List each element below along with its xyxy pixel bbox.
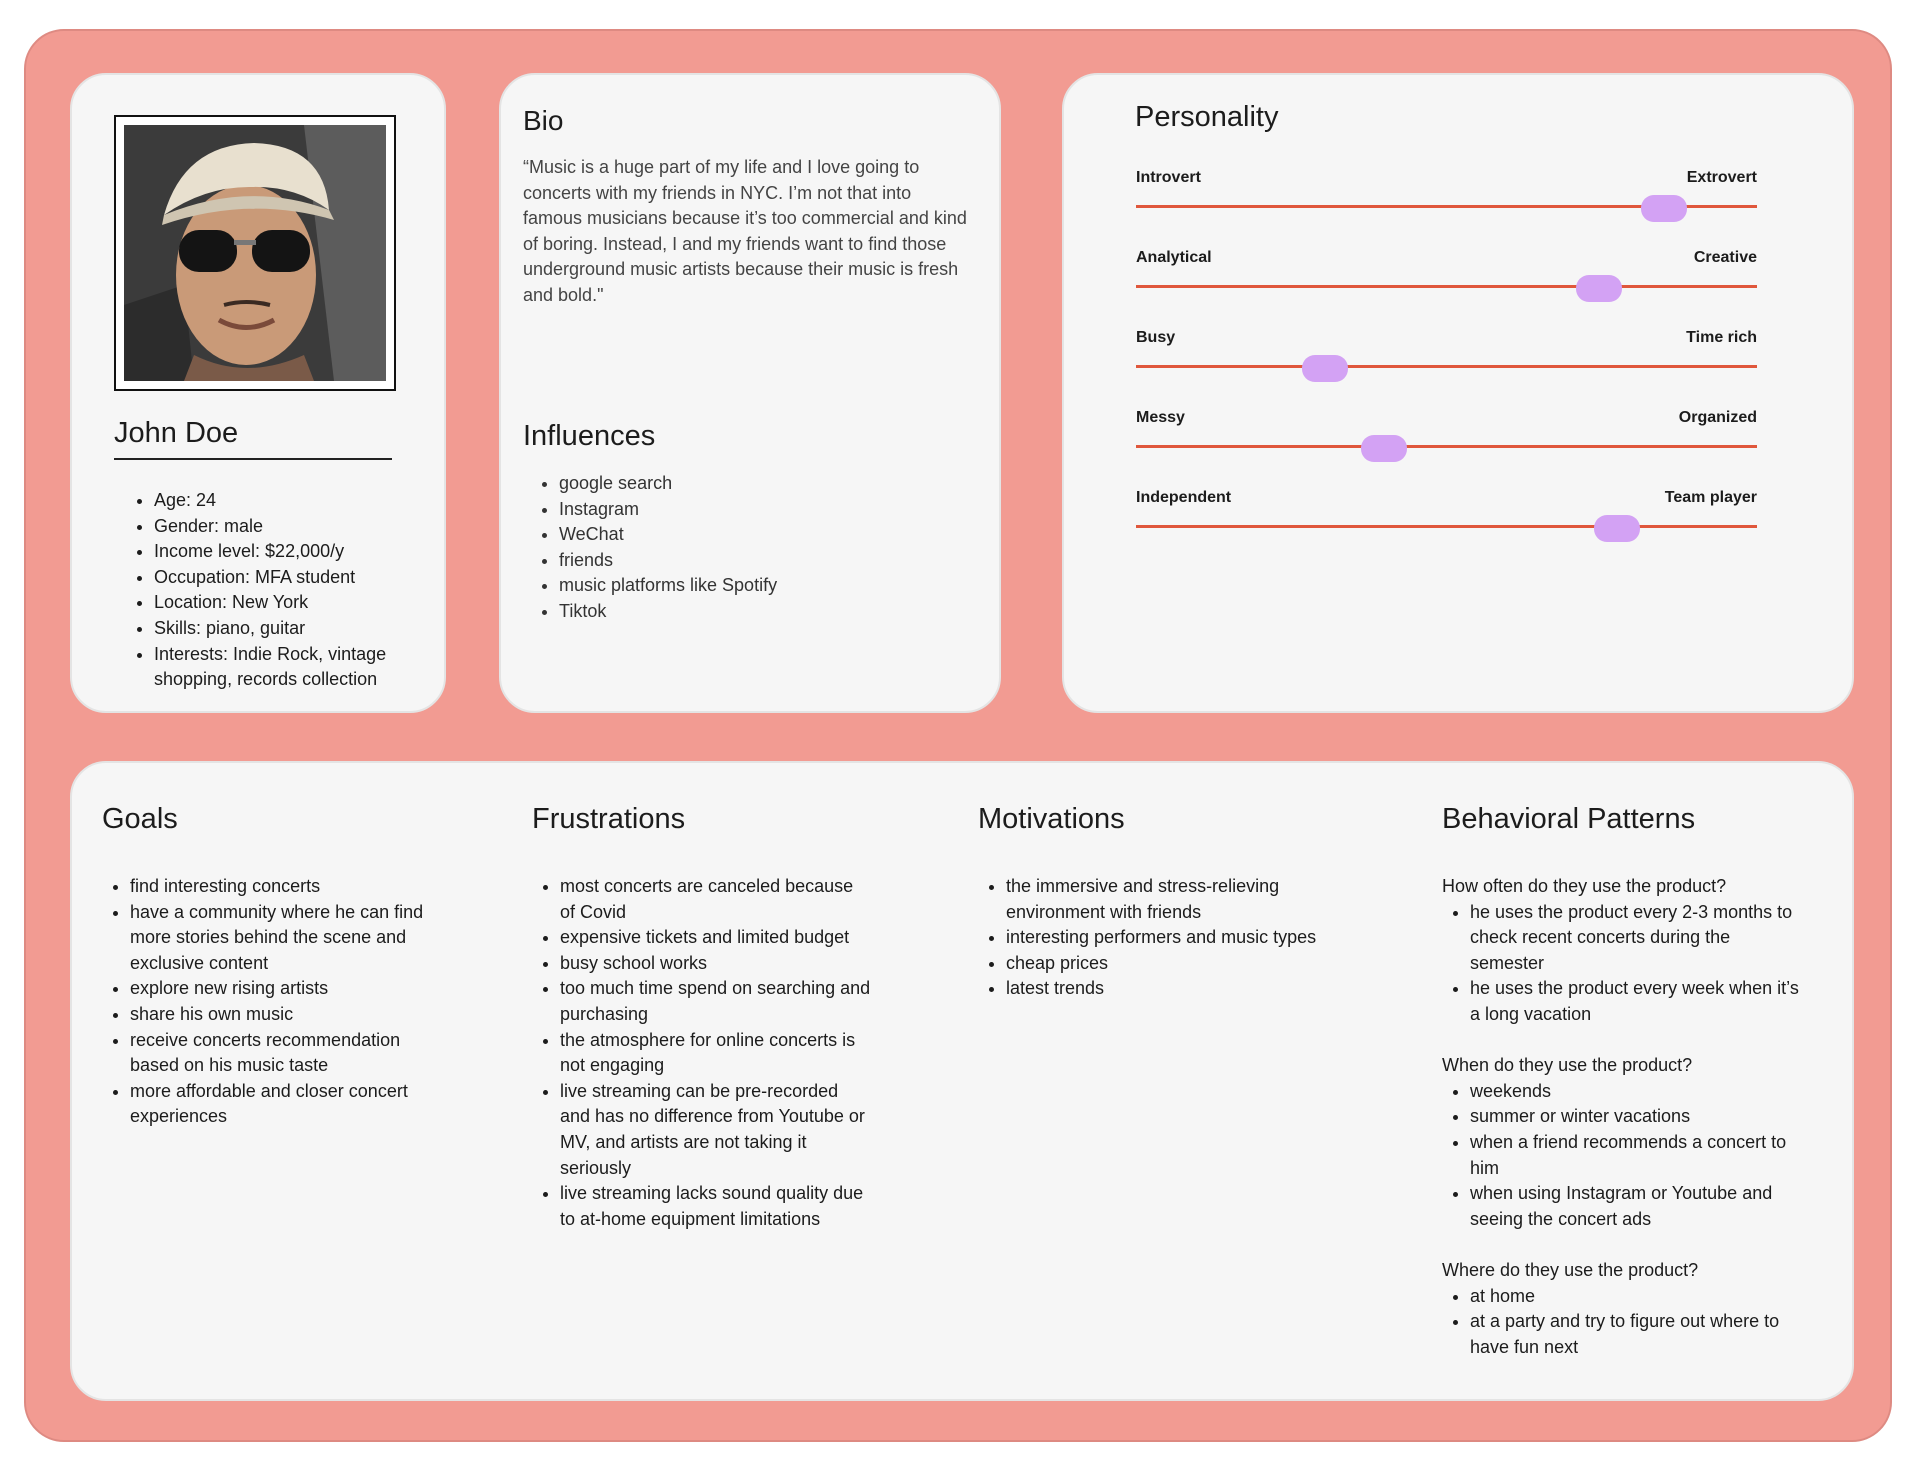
goals-list: find interesting concertshave a communit… [102,874,442,1130]
frustration-item: live streaming lacks sound quality due t… [560,1181,872,1232]
trait-left-label: Introvert [1136,169,1201,186]
personality-trait-slider: Messy Organized [1136,409,1757,469]
behavioral-item: at a party and try to figure out where t… [1470,1309,1802,1360]
personality-trait-slider: Busy Time rich [1136,329,1757,389]
trait-right-label: Time rich [1686,329,1757,346]
behavioral-question: Where do they use the product? [1442,1259,1699,1280]
influence-item: Instagram [559,497,999,523]
behavioral-list: weekendssummer or winter vacationswhen a… [1442,1079,1802,1233]
behavioral-group: Where do they use the product? at homeat … [1442,1258,1802,1360]
behavioral-title: Behavioral Patterns [1442,803,1696,835]
behavioral-item: weekends [1470,1079,1802,1105]
persona-name: John Doe [114,417,392,460]
trait-track [1136,525,1757,528]
frustration-item: too much time spend on searching and pur… [560,976,872,1027]
avatar-illustration [124,125,386,381]
motivation-item: latest trends [1006,976,1318,1002]
frustrations-list: most concerts are canceled because of Co… [532,874,872,1232]
trait-knob [1361,435,1408,462]
behavioral-item: he uses the product every week when it’s… [1470,976,1802,1027]
trait-left-label: Messy [1136,409,1185,426]
personality-title: Personality [1135,101,1279,133]
motivations-title: Motivations [978,803,1125,835]
motivation-item: the immersive and stress-relieving envir… [1006,874,1318,925]
influence-item: google search [559,471,999,497]
frustrations-section: Frustrations most concerts are canceled … [532,803,872,1232]
goal-item: find interesting concerts [130,874,442,900]
goals-section: Goals find interesting concertshave a co… [102,803,442,1130]
profile-detail-item: Interests: Indie Rock, vintage shopping,… [154,642,434,693]
profile-photo-frame [114,115,396,391]
behavioral-item: at home [1470,1284,1802,1310]
trait-knob [1302,355,1349,382]
frustration-item: expensive tickets and limited budget [560,925,872,951]
profile-detail-item: Skills: piano, guitar [154,616,434,642]
frustration-item: the atmosphere for online concerts is no… [560,1028,872,1079]
motivations-section: Motivations the immersive and stress-rel… [978,803,1318,1002]
trait-left-label: Analytical [1136,249,1212,266]
influence-item: WeChat [559,522,999,548]
goal-item: explore new rising artists [130,976,442,1002]
goal-item: share his own music [130,1002,442,1028]
influence-item: friends [559,548,999,574]
goals-title: Goals [102,803,178,835]
trait-track [1136,445,1757,448]
personality-card: Personality Introvert Extrovert Analytical… [1062,73,1854,713]
trait-left-label: Busy [1136,329,1176,346]
behavioral-item: summer or winter vacations [1470,1104,1802,1130]
motivation-item: interesting performers and music types [1006,925,1318,951]
profile-details-list: Age: 24Gender: maleIncome level: $22,000… [126,488,434,693]
bio-text: “Music is a huge part of my life and I l… [523,157,967,305]
trait-track [1136,365,1757,368]
behavioral-list: at homeat a party and try to figure out … [1442,1284,1802,1361]
trait-right-label: Extrovert [1686,169,1757,186]
frustration-item: live streaming can be pre-recorded and h… [560,1079,872,1181]
goal-item: more affordable and closer concert exper… [130,1079,442,1130]
profile-detail-item: Income level: $22,000/y [154,539,434,565]
trait-right-label: Organized [1678,409,1757,426]
trait-knob [1640,195,1687,222]
motivation-item: cheap prices [1006,951,1318,977]
influence-item: music platforms like Spotify [559,573,999,599]
profile-detail-item: Age: 24 [154,488,434,514]
influences-list: google searchInstagramWeChatfriendsmusic… [531,471,999,625]
behavioral-group: When do they use the product? weekendssum… [1442,1053,1802,1232]
trait-track [1136,285,1757,288]
trait-knob [1594,515,1641,542]
influences-title: Influences [523,420,656,452]
goal-item: have a community where he can find more … [130,900,442,977]
personality-trait-slider: Introvert Extrovert [1136,169,1757,229]
frustration-item: busy school works [560,951,872,977]
goal-item: receive concerts recommendation based on… [130,1028,442,1079]
trait-left-label: Independent [1136,489,1232,506]
trait-right-label: Team player [1664,489,1757,506]
personality-trait-slider: Independent Team player [1136,489,1757,549]
details-card: Goals find interesting concertshave a co… [70,761,1854,1401]
frustrations-title: Frustrations [532,803,686,835]
profile-detail-item: Gender: male [154,514,434,540]
profile-photo [124,125,386,381]
profile-detail-item: Occupation: MFA student [154,565,434,591]
behavioral-section: Behavioral Patterns How often do they us… [1442,803,1802,1360]
trait-track [1136,205,1757,208]
trait-knob [1575,275,1622,302]
profile-card: John Doe Age: 24Gender: maleIncome level… [70,73,446,713]
bio-title: Bio [523,105,564,136]
bio-card: Bio “Music is a huge part of my life and… [499,73,1001,713]
behavioral-question: How often do they use the product? [1442,876,1727,896]
behavioral-item: when a friend recommends a concert to hi… [1470,1130,1802,1181]
behavioral-item: he uses the product every 2-3 months to … [1470,900,1802,977]
behavioral-groups: How often do they use the product? he use… [1442,874,1802,1360]
influence-item: Tiktok [559,599,999,625]
behavioral-item: when using Instagram or Youtube and seei… [1470,1181,1802,1232]
profile-detail-item: Location: New York [154,590,434,616]
personality-trait-slider: Analytical Creative [1136,249,1757,309]
trait-right-label: Creative [1693,249,1757,266]
frustration-item: most concerts are canceled because of Co… [560,874,872,925]
behavioral-list: he uses the product every 2-3 months to … [1442,900,1802,1028]
behavioral-question: When do they use the product? [1442,1055,1693,1076]
motivations-list: the immersive and stress-relieving envir… [978,874,1318,1002]
behavioral-group: How often do they use the product? he use… [1442,874,1802,1028]
